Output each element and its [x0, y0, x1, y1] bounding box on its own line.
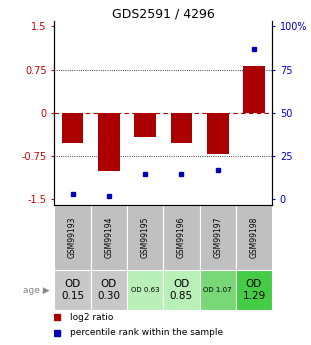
Text: OD
0.85: OD 0.85	[170, 279, 193, 301]
Bar	[200, 270, 236, 310]
Bar	[163, 270, 200, 310]
Text: percentile rank within the sample: percentile rank within the sample	[70, 328, 223, 337]
Bar	[170, 113, 192, 143]
Text: OD 0.63: OD 0.63	[131, 287, 160, 293]
Bar	[200, 205, 236, 270]
Bar	[54, 270, 91, 310]
Bar	[127, 205, 163, 270]
Text: GSM99194: GSM99194	[104, 217, 113, 258]
Bar	[127, 270, 163, 310]
Bar	[62, 113, 83, 143]
Bar	[98, 113, 120, 171]
Bar	[91, 205, 127, 270]
Text: OD
0.30: OD 0.30	[97, 279, 120, 301]
Text: GSM99198: GSM99198	[249, 217, 258, 258]
Bar	[91, 270, 127, 310]
Text: GSM99197: GSM99197	[213, 217, 222, 258]
Text: GSM99196: GSM99196	[177, 217, 186, 258]
Text: OD
0.15: OD 0.15	[61, 279, 84, 301]
Bar	[236, 205, 272, 270]
Bar	[163, 205, 200, 270]
Text: GSM99195: GSM99195	[141, 217, 150, 258]
Text: GSM99193: GSM99193	[68, 217, 77, 258]
Text: age ▶: age ▶	[23, 286, 50, 295]
Bar	[54, 205, 91, 270]
Bar	[207, 113, 229, 155]
Bar	[243, 66, 265, 113]
Text: OD
1.29: OD 1.29	[242, 279, 266, 301]
Text: log2 ratio: log2 ratio	[70, 313, 113, 322]
Bar	[134, 113, 156, 137]
Title: GDS2591 / 4296: GDS2591 / 4296	[112, 8, 215, 21]
Bar	[236, 270, 272, 310]
Text: OD 1.07: OD 1.07	[203, 287, 232, 293]
